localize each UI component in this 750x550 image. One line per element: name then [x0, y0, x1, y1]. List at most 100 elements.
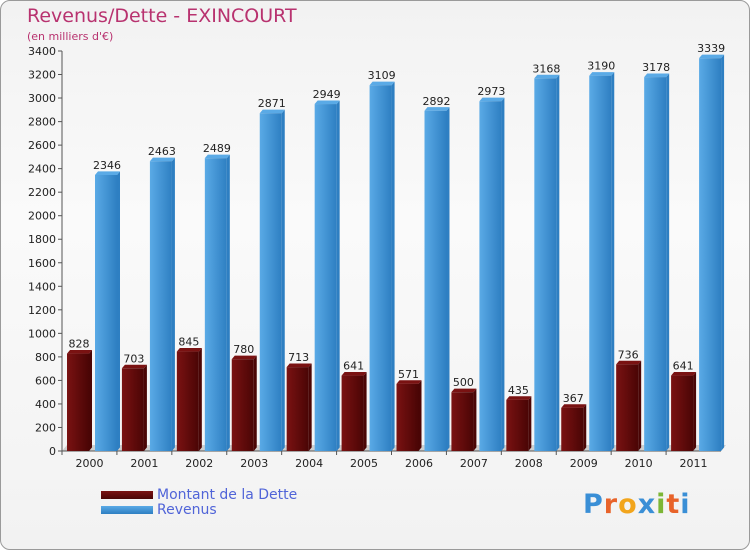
revenus-bar-side	[501, 97, 505, 452]
legend: Montant de la Dette Revenus	[101, 486, 298, 518]
revenus-bar-side	[721, 54, 725, 451]
y-tick-label: 1400	[28, 280, 56, 293]
y-tick-label: 2000	[28, 210, 56, 223]
dette-bar-top	[561, 404, 587, 408]
proxiti-logo: Proxiti	[583, 489, 691, 520]
logo-letter: P	[583, 489, 604, 520]
dette-value-label: 780	[233, 343, 254, 356]
revenus-bar-side	[611, 72, 615, 451]
dette-value-label: 736	[618, 348, 639, 361]
dette-bar-top	[506, 396, 532, 400]
dette-value-label: 571	[398, 368, 419, 381]
dette-bar	[231, 359, 254, 451]
dette-bar	[176, 351, 199, 451]
revenus-bar-top	[369, 81, 395, 86]
y-tick-label: 1600	[28, 257, 56, 270]
dette-bar	[67, 353, 89, 451]
dette-value-label: 845	[178, 336, 199, 349]
revenus-bar	[589, 75, 612, 452]
dette-value-label: 828	[69, 338, 90, 351]
dette-bar-top	[451, 388, 477, 393]
dette-value-label: 500	[453, 376, 474, 389]
revenus-value-label: 2346	[93, 159, 121, 172]
x-tick-label: 2009	[570, 457, 598, 470]
y-tick-label: 800	[35, 351, 56, 364]
legend-item-dette: Montant de la Dette	[101, 486, 298, 503]
dette-bar-top	[671, 371, 697, 376]
x-tick-label: 2001	[130, 457, 158, 470]
x-tick-label: 2005	[350, 457, 378, 470]
y-tick-label: 3200	[28, 69, 56, 82]
y-tick-label: 2400	[28, 163, 56, 176]
x-tick-label: 2000	[75, 457, 103, 470]
dette-bar-top	[396, 380, 422, 384]
revenus-bar	[369, 85, 392, 451]
revenus-bar-top	[424, 107, 450, 111]
x-tick-label: 2007	[460, 457, 488, 470]
revenus-value-label: 3168	[532, 62, 560, 75]
dette-bar-side	[253, 355, 257, 451]
logo-letter: r	[603, 489, 619, 520]
dette-bar	[616, 364, 639, 451]
dette-bar	[286, 367, 309, 451]
legend-label-revenus: Revenus	[157, 501, 217, 518]
y-tick-label: 200	[35, 421, 56, 434]
y-tick-label: 1000	[28, 327, 56, 340]
revenus-bar-top	[534, 74, 560, 79]
dette-bar-side	[308, 363, 312, 451]
logo-letter: t	[666, 489, 681, 520]
dette-value-label: 713	[288, 351, 309, 364]
revenus-bar-top	[479, 97, 505, 102]
logo-letter: o	[618, 489, 638, 520]
y-tick-label: 0	[49, 445, 56, 458]
y-tick-label: 2600	[28, 139, 56, 152]
dette-bar-top	[67, 349, 92, 354]
dette-value-label: 703	[123, 352, 144, 365]
x-tick-label: 2008	[515, 457, 543, 470]
logo-letter: x	[637, 489, 657, 520]
revenus-bar-top	[259, 109, 285, 114]
dette-bar-side	[198, 347, 202, 451]
legend-swatch-revenus	[101, 505, 153, 514]
revenus-bar-side	[171, 157, 175, 451]
dette-value-label: 641	[673, 360, 694, 373]
x-tick-label: 2011	[680, 457, 708, 470]
dette-bar-top	[231, 355, 257, 360]
revenus-bar-side	[281, 109, 285, 452]
dette-bar	[451, 392, 474, 451]
y-tick-label: 3400	[28, 45, 56, 58]
revenus-value-label: 2871	[258, 97, 286, 110]
y-tick-label: 400	[35, 398, 56, 411]
revenus-bar-top	[204, 154, 230, 159]
revenus-bar	[149, 161, 172, 451]
dette-bar-side	[638, 360, 642, 451]
revenus-bar-top	[699, 54, 725, 59]
dette-bar-top	[121, 364, 147, 369]
dette-bar-top	[341, 371, 367, 376]
revenus-bar	[95, 175, 117, 451]
dette-bar-side	[583, 404, 587, 451]
dette-bar-side	[473, 388, 477, 451]
dette-bar	[506, 399, 529, 451]
revenus-bar-top	[589, 72, 615, 76]
x-tick-label: 2006	[405, 457, 433, 470]
revenus-bar-top	[95, 171, 120, 175]
revenus-bar-side	[336, 100, 340, 451]
revenus-value-label: 2463	[148, 145, 176, 158]
revenus-value-label: 2892	[423, 95, 451, 108]
dette-bar-side	[528, 396, 532, 451]
dette-bar-top	[176, 347, 202, 352]
x-tick-label: 2010	[625, 457, 653, 470]
legend-label-dette: Montant de la Dette	[157, 486, 298, 503]
revenus-bar-side	[666, 73, 670, 452]
revenus-value-label: 3178	[642, 61, 670, 74]
dette-bar	[671, 375, 694, 451]
dette-bar	[341, 375, 364, 451]
logo-letter: i	[680, 489, 691, 520]
dette-bar-side	[89, 349, 92, 451]
dette-bar-side	[418, 380, 422, 451]
revenus-bar-side	[117, 171, 120, 451]
revenus-value-label: 3109	[368, 69, 396, 82]
